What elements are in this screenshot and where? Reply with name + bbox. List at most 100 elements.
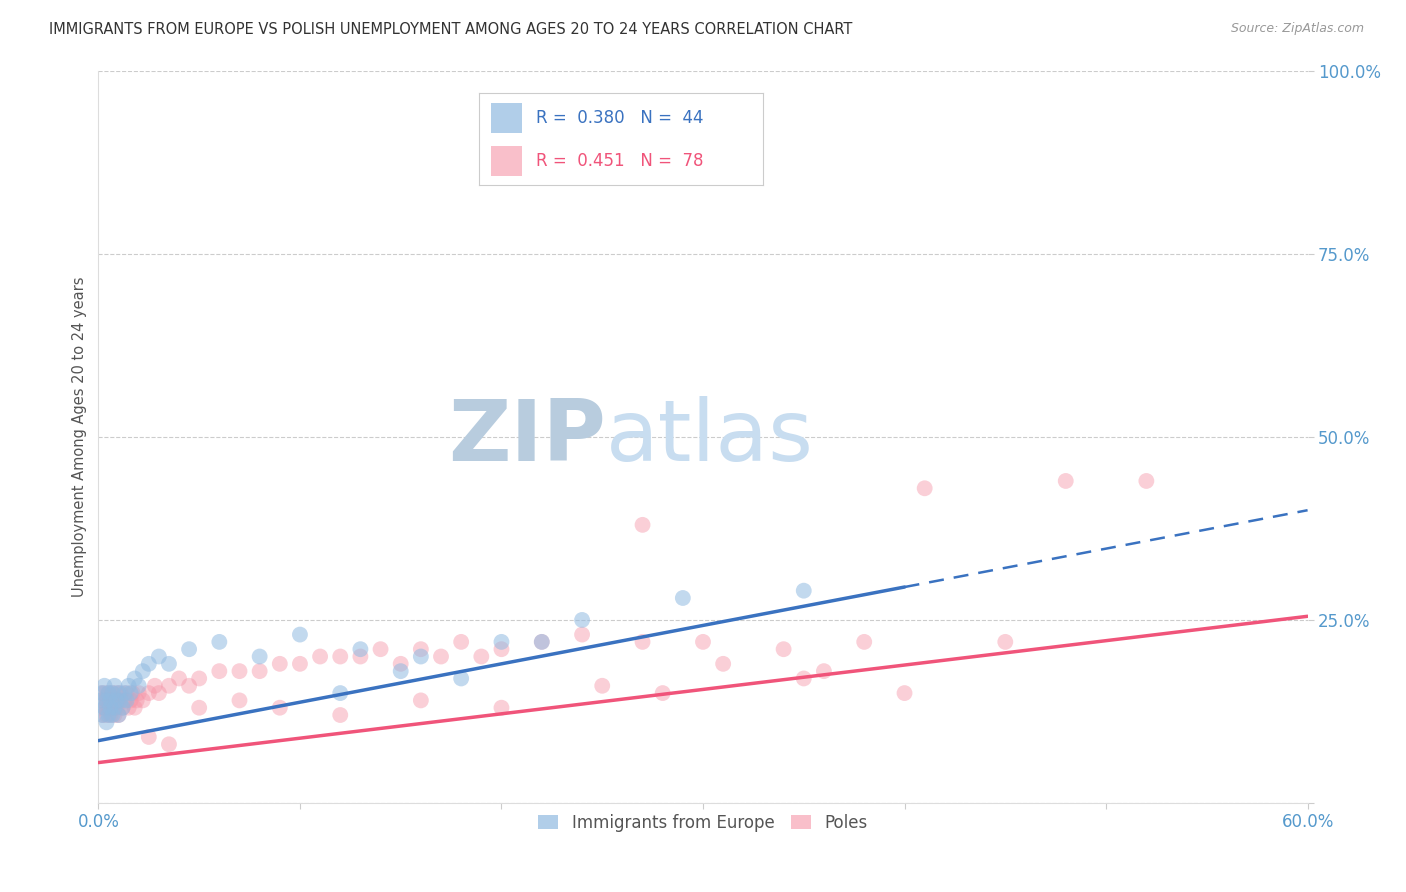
Point — [101, 708, 124, 723]
Point — [329, 686, 352, 700]
Point — [288, 627, 311, 641]
Point — [409, 693, 432, 707]
Point — [97, 686, 120, 700]
Point — [179, 679, 201, 693]
Point — [409, 642, 432, 657]
Point — [157, 657, 180, 671]
Point — [188, 700, 211, 714]
Point — [409, 649, 432, 664]
Point — [571, 613, 593, 627]
Point — [97, 708, 120, 723]
Point — [121, 686, 143, 700]
Point — [208, 635, 231, 649]
Point — [157, 679, 180, 693]
Text: ZIP: ZIP — [449, 395, 606, 479]
Point — [115, 686, 138, 700]
Point — [111, 700, 134, 714]
Point — [101, 700, 124, 714]
Point — [167, 672, 190, 686]
Text: Source: ZipAtlas.com: Source: ZipAtlas.com — [1230, 22, 1364, 36]
Point — [389, 664, 412, 678]
Point — [101, 686, 124, 700]
Point — [157, 737, 180, 751]
Point — [1054, 474, 1077, 488]
Point — [100, 708, 122, 723]
Point — [107, 693, 129, 707]
Point — [107, 686, 129, 700]
Point — [124, 700, 146, 714]
Point — [370, 642, 392, 657]
Point — [793, 583, 815, 598]
Point — [132, 693, 155, 707]
Point — [329, 708, 352, 723]
Point — [132, 664, 155, 678]
Point — [107, 708, 129, 723]
Point — [91, 708, 114, 723]
Point — [571, 627, 593, 641]
Point — [491, 635, 513, 649]
Point — [249, 649, 271, 664]
Point — [491, 642, 513, 657]
Point — [349, 642, 371, 657]
Point — [138, 657, 160, 671]
Point — [110, 686, 132, 700]
Point — [128, 679, 150, 693]
Point — [288, 657, 311, 671]
Point — [96, 708, 118, 723]
Point — [103, 708, 125, 723]
Point — [115, 693, 138, 707]
Point — [631, 517, 654, 532]
Point — [96, 693, 118, 707]
Point — [651, 686, 673, 700]
Point — [228, 664, 250, 678]
Point — [89, 693, 111, 707]
Point — [93, 700, 115, 714]
Point — [91, 693, 114, 707]
Point — [672, 591, 695, 605]
Point — [89, 686, 111, 700]
Point — [470, 649, 492, 664]
Point — [430, 649, 453, 664]
Point — [120, 686, 142, 700]
Point — [143, 679, 166, 693]
Point — [124, 672, 146, 686]
Point — [591, 679, 613, 693]
Point — [138, 686, 160, 700]
Point — [179, 642, 201, 657]
Point — [813, 664, 835, 678]
Point — [793, 672, 815, 686]
Point — [269, 700, 291, 714]
Point — [994, 635, 1017, 649]
Point — [103, 693, 125, 707]
Point — [188, 672, 211, 686]
Point — [91, 686, 114, 700]
Point — [101, 686, 124, 700]
Point — [1135, 474, 1157, 488]
Text: atlas: atlas — [606, 395, 814, 479]
Point — [111, 700, 134, 714]
Point — [631, 635, 654, 649]
Point — [107, 708, 129, 723]
Point — [491, 700, 513, 714]
Point — [114, 693, 136, 707]
Point — [269, 657, 291, 671]
Point — [893, 686, 915, 700]
Point — [208, 664, 231, 678]
Point — [389, 657, 412, 671]
Point — [89, 700, 111, 714]
Point — [530, 635, 553, 649]
Point — [914, 481, 936, 495]
Point — [93, 686, 115, 700]
Point — [118, 679, 141, 693]
Point — [93, 700, 115, 714]
Point — [148, 649, 170, 664]
Point — [97, 686, 120, 700]
Point — [349, 649, 371, 664]
Point — [711, 657, 734, 671]
Point — [100, 700, 122, 714]
Point — [97, 700, 120, 714]
Point — [91, 708, 114, 723]
Point — [114, 686, 136, 700]
Point — [309, 649, 332, 664]
Point — [450, 672, 472, 686]
